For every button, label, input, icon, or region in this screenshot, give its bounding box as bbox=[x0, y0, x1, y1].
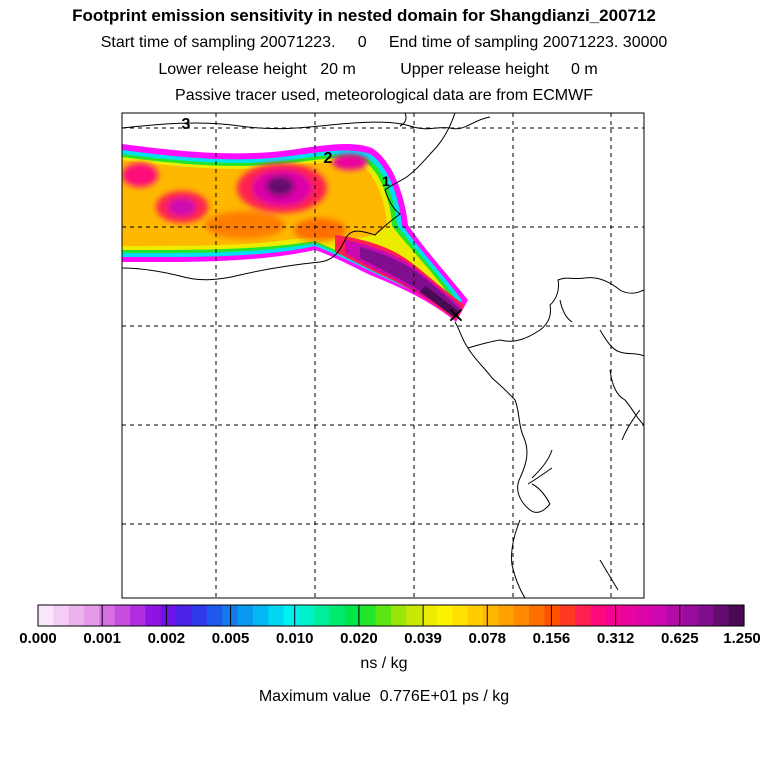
title-line-4: Passive tracer used, meteorological data… bbox=[175, 87, 593, 104]
colorbar-swatch bbox=[651, 605, 668, 626]
colorbar-label: 0.078 bbox=[468, 630, 507, 647]
colorbar-swatch bbox=[590, 605, 607, 626]
colorbar-swatch bbox=[467, 605, 484, 626]
colorbar-swatch bbox=[513, 605, 530, 626]
colorbar-swatch bbox=[329, 605, 346, 626]
colorbar-swatch bbox=[176, 605, 193, 626]
colorbar-swatch bbox=[375, 605, 392, 626]
colorbar-label: 0.000 bbox=[19, 630, 57, 647]
colorbar-swatch bbox=[713, 605, 730, 626]
colorbar-swatch bbox=[206, 605, 223, 626]
colorbar-label: 0.625 bbox=[661, 630, 699, 647]
colorbar-label: 0.005 bbox=[211, 630, 250, 647]
colorbar-swatch bbox=[84, 605, 100, 626]
colorbar-swatch bbox=[38, 605, 54, 626]
colorbar-swatch bbox=[160, 605, 177, 626]
colorbar-label: 0.039 bbox=[404, 630, 442, 647]
colorbar-swatch bbox=[498, 605, 515, 626]
colorbar-swatch bbox=[391, 605, 407, 626]
colorbar-label: 0.010 bbox=[275, 630, 314, 647]
colorbar-swatch bbox=[697, 605, 714, 626]
colorbar-swatch bbox=[421, 605, 438, 626]
time-marker-2: 2 bbox=[324, 150, 333, 167]
colorbar bbox=[37, 604, 745, 627]
maximum-value: Maximum value 0.776E+01 ps / kg bbox=[258, 688, 510, 705]
colorbar-swatch bbox=[298, 605, 315, 626]
colorbar-swatch bbox=[559, 605, 576, 626]
colorbar-swatch bbox=[68, 605, 85, 626]
colorbar-frame bbox=[37, 604, 745, 627]
colorbar-label: 0.312 bbox=[596, 630, 635, 647]
title-line-2: Start time of sampling 20071223. 0 End t… bbox=[100, 34, 668, 51]
time-marker-3: 3 bbox=[182, 116, 191, 133]
colorbar-swatch bbox=[544, 605, 561, 626]
colorbar-swatch bbox=[130, 605, 147, 626]
colorbar-swatch bbox=[483, 605, 500, 626]
title-line-3: Lower release height 20 m Upper release … bbox=[158, 61, 598, 78]
colorbar-swatch bbox=[53, 605, 70, 626]
colorbar-swatch bbox=[575, 605, 592, 626]
colorbar-swatch bbox=[283, 605, 300, 626]
release-site-marker: × bbox=[447, 303, 465, 328]
colorbar-swatch bbox=[191, 605, 208, 626]
colorbar-swatch bbox=[114, 605, 131, 626]
map-frame bbox=[121, 112, 645, 599]
colorbar-swatch bbox=[667, 605, 684, 626]
colorbar-label: 1.250 bbox=[723, 630, 761, 647]
colorbar-swatch bbox=[360, 605, 377, 626]
title-line-1: Footprint emission sensitivity in nested… bbox=[72, 6, 656, 25]
colorbar-label: 0.156 bbox=[532, 630, 571, 647]
colorbar-swatch bbox=[406, 605, 423, 626]
colorbar-label: 0.020 bbox=[340, 630, 378, 647]
colorbar-swatch bbox=[636, 605, 653, 626]
sensitivity-plume bbox=[122, 144, 468, 322]
colorbar-swatch bbox=[314, 605, 331, 626]
colorbar-swatch bbox=[237, 605, 254, 626]
colorbar-swatch bbox=[621, 605, 638, 626]
colorbar-swatch bbox=[268, 605, 285, 626]
colorbar-swatch bbox=[344, 605, 361, 626]
colorbar-swatch bbox=[437, 605, 453, 626]
colorbar-swatch bbox=[145, 605, 162, 626]
colorbar-swatch bbox=[99, 605, 116, 626]
colorbar-swatch bbox=[529, 605, 546, 626]
graticule bbox=[122, 113, 644, 598]
time-marker-1: 1 bbox=[382, 173, 390, 189]
colorbar-unit: ns / kg bbox=[360, 655, 408, 672]
colorbar-swatch bbox=[252, 605, 269, 626]
colorbar-swatch bbox=[728, 605, 745, 626]
colorbar-swatch bbox=[605, 605, 622, 626]
colorbar-swatch bbox=[452, 605, 469, 626]
colorbar-label: 0.001 bbox=[83, 630, 121, 647]
colorbar-label: 0.002 bbox=[147, 630, 186, 647]
colorbar-swatch bbox=[682, 605, 699, 626]
